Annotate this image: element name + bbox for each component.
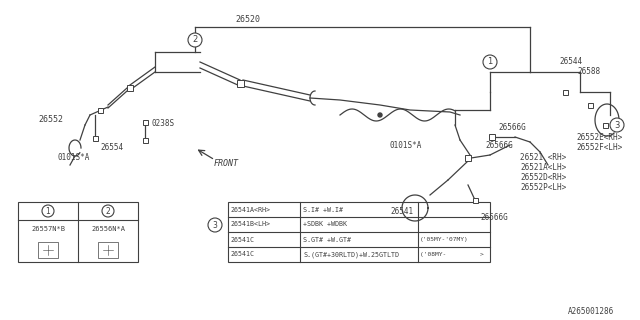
Bar	[588, 102, 593, 108]
Bar	[143, 138, 147, 142]
Bar	[93, 135, 97, 140]
Text: 1: 1	[45, 206, 51, 215]
Text: 2: 2	[106, 206, 110, 215]
Bar	[98, 242, 118, 258]
Bar	[38, 242, 58, 258]
Text: 26552P<LH>: 26552P<LH>	[520, 182, 566, 191]
Text: 26521 <RH>: 26521 <RH>	[520, 154, 566, 163]
Circle shape	[42, 205, 54, 217]
Text: S.(GT#+30RLTD)+W.25GTLTD: S.(GT#+30RLTD)+W.25GTLTD	[303, 251, 399, 258]
Circle shape	[610, 118, 624, 132]
Text: ('05MY-'07MY): ('05MY-'07MY)	[420, 237, 468, 242]
Text: 26566G: 26566G	[480, 213, 508, 222]
Text: 26541C: 26541C	[230, 236, 254, 243]
Bar	[489, 134, 495, 140]
Text: 26541B<LH>: 26541B<LH>	[230, 221, 270, 228]
Text: 3: 3	[614, 121, 620, 130]
Text: S.I# +W.I#: S.I# +W.I#	[303, 206, 343, 212]
Bar	[465, 155, 471, 161]
Text: 26521A<LH>: 26521A<LH>	[520, 163, 566, 172]
Text: 26566G: 26566G	[498, 123, 525, 132]
Text: 26541A<RH>: 26541A<RH>	[230, 206, 270, 212]
Text: 26557N*B: 26557N*B	[31, 226, 65, 232]
Text: ('08MY-         >: ('08MY- >	[420, 252, 484, 257]
Text: 26552: 26552	[38, 116, 63, 124]
Text: 26552E<RH>: 26552E<RH>	[576, 132, 622, 141]
Text: 0101S*A: 0101S*A	[58, 154, 90, 163]
Bar	[143, 119, 147, 124]
Text: S.GT# +W.GT#: S.GT# +W.GT#	[303, 236, 351, 243]
Text: 26544: 26544	[559, 58, 582, 67]
Text: 26566G: 26566G	[485, 140, 513, 149]
Text: 2: 2	[193, 36, 198, 44]
Bar	[228, 202, 490, 262]
Text: 26552F<LH>: 26552F<LH>	[576, 142, 622, 151]
Bar	[237, 79, 243, 86]
Circle shape	[483, 55, 497, 69]
Text: FRONT: FRONT	[214, 158, 239, 167]
Text: A265001286: A265001286	[568, 308, 614, 316]
Circle shape	[208, 218, 222, 232]
Bar	[472, 197, 477, 203]
Bar	[18, 202, 138, 262]
Text: 1: 1	[488, 58, 493, 67]
Text: 26588: 26588	[577, 68, 600, 76]
Text: 26541C: 26541C	[230, 252, 254, 258]
Text: +SDBK +WDBK: +SDBK +WDBK	[303, 221, 347, 228]
Text: 26556N*A: 26556N*A	[91, 226, 125, 232]
Text: 3: 3	[212, 220, 218, 229]
Text: 0238S: 0238S	[152, 118, 175, 127]
Bar	[97, 108, 102, 113]
Circle shape	[378, 113, 382, 117]
Bar	[602, 123, 607, 127]
Circle shape	[102, 205, 114, 217]
Text: 26552D<RH>: 26552D<RH>	[520, 173, 566, 182]
Bar	[127, 85, 133, 91]
Text: 26554: 26554	[100, 143, 123, 153]
Bar	[563, 90, 568, 94]
Text: 26520: 26520	[236, 15, 260, 25]
Circle shape	[188, 33, 202, 47]
Text: 26541: 26541	[390, 207, 413, 217]
Text: 0101S*A: 0101S*A	[390, 140, 422, 149]
